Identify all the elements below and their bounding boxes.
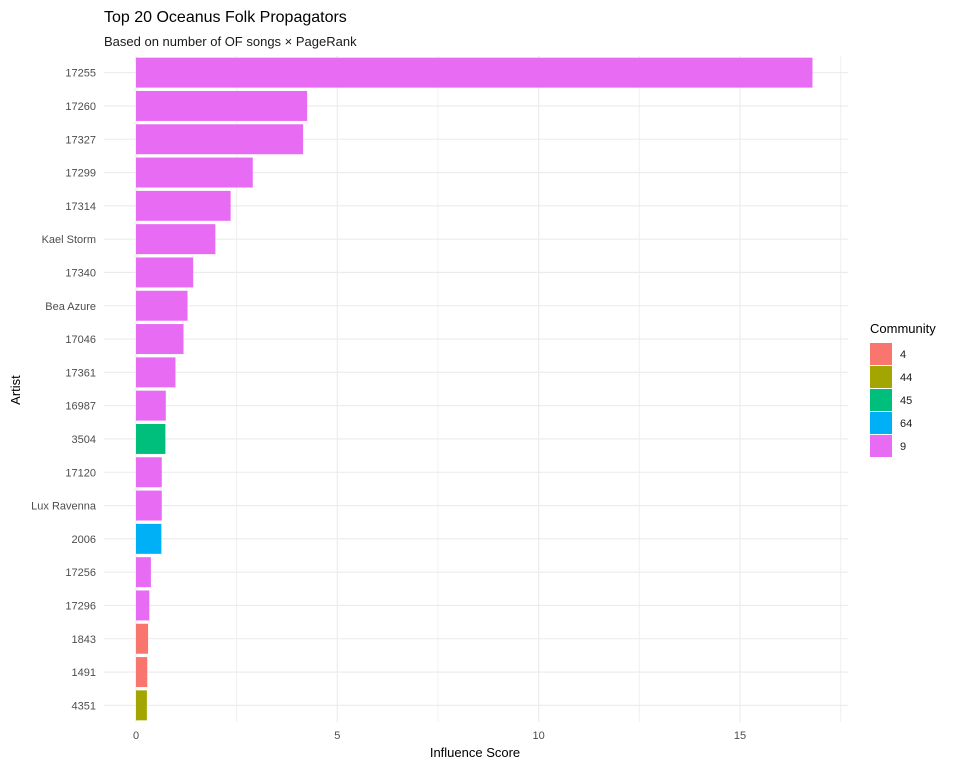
grid <box>104 56 848 722</box>
legend-swatch <box>870 343 892 365</box>
y-tick-label: 17260 <box>65 101 96 113</box>
chart-subtitle: Based on number of OF songs × PageRank <box>104 34 357 49</box>
bar <box>136 57 813 88</box>
y-tick-label: 2006 <box>72 534 96 546</box>
legend-swatch <box>870 366 892 388</box>
y-tick-label: 17255 <box>65 68 96 80</box>
bar <box>136 224 216 255</box>
x-tick-labels: 0 5 10 15 <box>133 730 746 742</box>
bar <box>136 390 166 421</box>
y-tick-label: Kael Storm <box>42 234 96 246</box>
y-tick-label: 17340 <box>65 267 96 279</box>
x-tick-label: 15 <box>734 730 746 742</box>
bar <box>136 357 176 388</box>
bar <box>136 423 166 454</box>
x-tick-label: 10 <box>533 730 545 742</box>
y-tick-label: 17296 <box>65 600 96 612</box>
y-tick-label: 17120 <box>65 467 96 479</box>
bar <box>136 124 304 155</box>
legend-swatch <box>870 412 892 434</box>
chart-title: Top 20 Oceanus Folk Propagators <box>104 9 347 26</box>
y-axis-title: Artist <box>8 375 23 405</box>
y-tick-label: 1843 <box>72 634 96 646</box>
bar <box>136 90 308 121</box>
legend-title: Community <box>870 321 936 336</box>
y-tick-label: Lux Ravenna <box>31 501 97 513</box>
x-tick-label: 5 <box>334 730 340 742</box>
legend-label: 9 <box>900 441 906 453</box>
bar <box>136 523 162 554</box>
legend-swatch <box>870 435 892 457</box>
bar <box>136 290 188 321</box>
bar <box>136 490 162 521</box>
bar <box>136 257 194 288</box>
bar <box>136 457 162 488</box>
y-tick-label: 16987 <box>65 401 96 413</box>
legend-label: 4 <box>900 349 906 361</box>
y-tick-label: 17361 <box>65 367 96 379</box>
bar <box>136 590 150 621</box>
y-tick-label: 17256 <box>65 567 96 579</box>
y-tick-label: 1491 <box>72 667 96 679</box>
legend-label: 45 <box>900 395 912 407</box>
y-tick-label: Bea Azure <box>45 301 96 313</box>
bar <box>136 657 148 688</box>
bar <box>136 623 149 654</box>
y-tick-label: 17046 <box>65 334 96 346</box>
bars <box>136 57 813 721</box>
y-tick-label: 17314 <box>65 201 96 213</box>
y-tick-label: 17327 <box>65 134 96 146</box>
legend-label: 44 <box>900 372 912 384</box>
y-tick-label: 3504 <box>72 434 96 446</box>
bar <box>136 190 231 221</box>
bar <box>136 690 147 721</box>
legend-label: 64 <box>900 418 912 430</box>
bar <box>136 324 184 355</box>
y-tick-label: 4351 <box>72 700 96 712</box>
y-tick-labels: 17255 17260 17327 17299 17314 Kael Storm 17340… <box>31 68 97 713</box>
x-axis-title: Influence Score <box>430 745 520 760</box>
x-tick-label: 0 <box>133 730 139 742</box>
bar <box>136 157 253 188</box>
y-tick-label: 17299 <box>65 168 96 180</box>
bar <box>136 557 151 588</box>
legend-swatch <box>870 389 892 411</box>
